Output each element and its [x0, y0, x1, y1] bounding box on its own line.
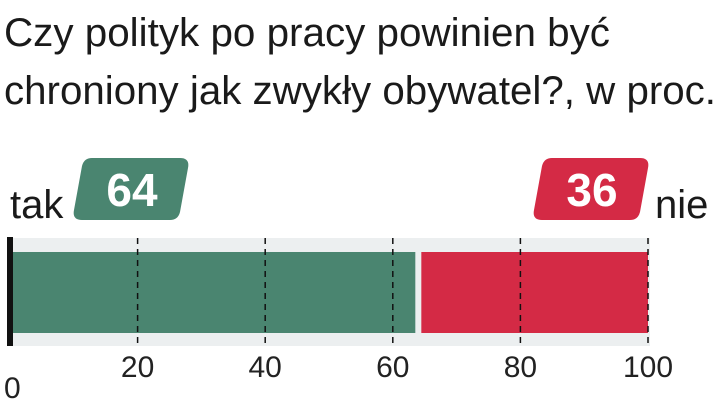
- legend-label: nie: [655, 183, 708, 227]
- data-label: 64: [106, 164, 158, 216]
- x-tick-label: 100: [623, 351, 673, 384]
- data-label: 36: [566, 164, 617, 216]
- bar-segment: [10, 252, 416, 333]
- chart-title: Czy polityk po pracy powinien być: [4, 11, 610, 55]
- x-tick-label: 80: [504, 351, 537, 384]
- x-tick-label: 60: [376, 351, 409, 384]
- x-tick-label: 20: [121, 351, 154, 384]
- legend-label: tak: [10, 183, 64, 227]
- x-tick-label: 40: [249, 351, 282, 384]
- bar-segment: [421, 252, 648, 333]
- x-tick-label: 0: [4, 372, 21, 405]
- badge: [73, 158, 189, 220]
- badge: [533, 158, 649, 220]
- chart-title: chroniony jak zwykły obywatel?, w proc.: [4, 69, 716, 113]
